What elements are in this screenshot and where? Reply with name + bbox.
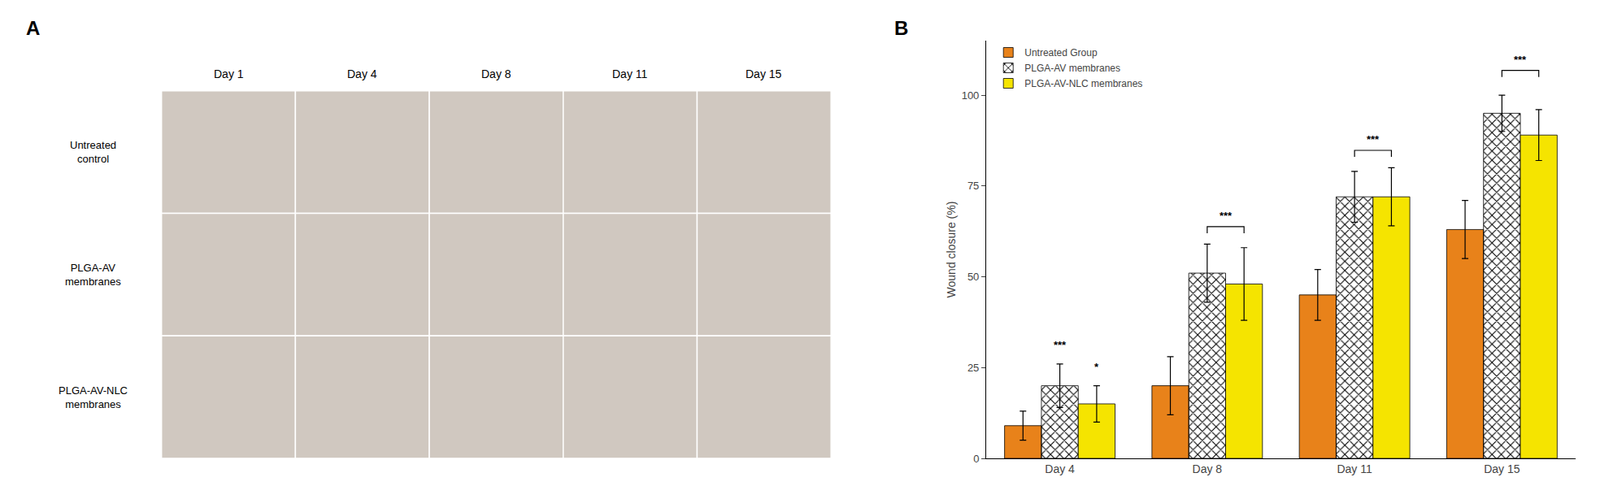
svg-text:PLGA-AVmembranes: PLGA-AVmembranes (65, 261, 122, 288)
svg-text:100: 100 (961, 89, 980, 102)
svg-text:PLGA-AV-NLC membranes: PLGA-AV-NLC membranes (1024, 78, 1143, 90)
svg-text:Untreated Group: Untreated Group (1024, 47, 1098, 59)
svg-text:Day 4: Day 4 (347, 67, 378, 81)
svg-text:***: *** (1366, 133, 1380, 146)
svg-text:Day 8: Day 8 (481, 67, 512, 81)
svg-text:Day 1: Day 1 (213, 67, 244, 81)
svg-text:PLGA-AV membranes: PLGA-AV membranes (1024, 62, 1121, 74)
svg-text:***: *** (1513, 53, 1527, 66)
svg-text:***: *** (1053, 339, 1067, 352)
svg-text:Day 11: Day 11 (612, 67, 648, 81)
svg-text:Day 15: Day 15 (1483, 462, 1521, 476)
svg-text:***: *** (1219, 209, 1233, 222)
svg-text:75: 75 (967, 179, 979, 192)
svg-text:Untreatedcontrol: Untreatedcontrol (69, 139, 117, 166)
svg-text:0: 0 (973, 452, 979, 466)
svg-text:Day 8: Day 8 (1192, 462, 1223, 476)
svg-text:25: 25 (967, 361, 979, 374)
svg-text:50: 50 (967, 270, 979, 283)
svg-text:Day 4: Day 4 (1044, 462, 1075, 476)
svg-text:Wound closure (%): Wound closure (%) (944, 201, 958, 299)
svg-text:Day 15: Day 15 (745, 67, 783, 81)
svg-text:PLGA-AV-NLCmembranes: PLGA-AV-NLCmembranes (58, 384, 128, 411)
svg-text:B: B (894, 17, 909, 40)
svg-text:Day 11: Day 11 (1336, 462, 1373, 476)
svg-text:A: A (26, 17, 40, 40)
svg-text:*: * (1094, 360, 1100, 374)
